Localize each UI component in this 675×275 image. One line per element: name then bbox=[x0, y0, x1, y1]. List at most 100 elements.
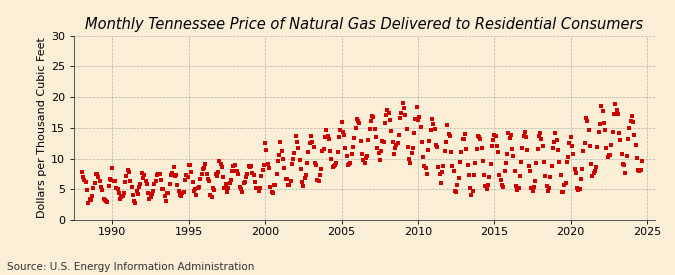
Point bbox=[549, 139, 560, 144]
Point bbox=[232, 169, 242, 173]
Point bbox=[231, 169, 242, 173]
Point bbox=[338, 130, 348, 134]
Point bbox=[412, 118, 423, 122]
Point bbox=[201, 172, 212, 176]
Point bbox=[398, 106, 409, 110]
Point bbox=[236, 187, 246, 191]
Point bbox=[386, 129, 397, 133]
Point bbox=[580, 116, 591, 120]
Point bbox=[331, 161, 342, 165]
Point bbox=[342, 163, 353, 167]
Point bbox=[176, 194, 186, 198]
Point bbox=[587, 173, 598, 178]
Point bbox=[271, 172, 282, 177]
Point bbox=[190, 187, 200, 191]
Point bbox=[299, 176, 310, 180]
Point bbox=[196, 172, 207, 177]
Point bbox=[500, 161, 511, 165]
Point bbox=[601, 145, 612, 150]
Point bbox=[292, 139, 302, 144]
Point bbox=[181, 173, 192, 177]
Point bbox=[220, 182, 231, 186]
Point bbox=[234, 184, 245, 189]
Point bbox=[191, 193, 202, 197]
Point bbox=[483, 183, 493, 188]
Point bbox=[146, 192, 157, 196]
Point bbox=[151, 178, 161, 183]
Point bbox=[490, 134, 501, 138]
Point bbox=[92, 171, 103, 176]
Point bbox=[506, 133, 516, 138]
Point bbox=[284, 183, 295, 187]
Point bbox=[527, 189, 538, 194]
Point bbox=[376, 149, 387, 154]
Point bbox=[434, 172, 445, 176]
Point bbox=[297, 180, 308, 184]
Point bbox=[398, 101, 408, 105]
Point bbox=[429, 127, 440, 132]
Point bbox=[358, 158, 369, 162]
Point bbox=[582, 119, 593, 123]
Text: Source: U.S. Energy Information Administration: Source: U.S. Energy Information Administ… bbox=[7, 262, 254, 272]
Point bbox=[516, 160, 526, 164]
Point bbox=[540, 174, 551, 179]
Point bbox=[84, 196, 95, 201]
Point bbox=[111, 185, 122, 190]
Point bbox=[117, 194, 128, 198]
Point bbox=[461, 147, 472, 152]
Point bbox=[474, 135, 485, 139]
Point bbox=[275, 139, 286, 144]
Point bbox=[543, 189, 554, 193]
Point bbox=[252, 186, 263, 190]
Point bbox=[266, 190, 277, 194]
Point bbox=[360, 155, 371, 160]
Point bbox=[503, 131, 514, 136]
Point bbox=[129, 199, 140, 203]
Point bbox=[485, 161, 496, 166]
Point bbox=[396, 111, 407, 116]
Point bbox=[524, 169, 535, 174]
Point bbox=[207, 194, 217, 199]
Point bbox=[619, 163, 630, 167]
Point bbox=[427, 117, 437, 122]
Point bbox=[134, 185, 144, 189]
Point bbox=[634, 169, 645, 174]
Point bbox=[416, 139, 427, 144]
Point bbox=[126, 185, 137, 189]
Point bbox=[583, 128, 594, 132]
Point bbox=[274, 153, 285, 157]
Point bbox=[579, 141, 590, 145]
Point bbox=[467, 189, 478, 193]
Point bbox=[547, 146, 558, 150]
Point bbox=[125, 179, 136, 183]
Point bbox=[325, 149, 335, 154]
Point bbox=[122, 168, 133, 172]
Point bbox=[521, 134, 532, 139]
Point bbox=[316, 167, 327, 171]
Point bbox=[450, 189, 460, 194]
Point bbox=[418, 155, 429, 159]
Point bbox=[517, 146, 528, 150]
Point bbox=[477, 146, 487, 151]
Point bbox=[568, 152, 578, 156]
Point bbox=[332, 149, 343, 154]
Point bbox=[277, 157, 288, 161]
Point bbox=[95, 178, 105, 183]
Point bbox=[267, 191, 278, 196]
Point bbox=[494, 173, 505, 177]
Point bbox=[499, 169, 510, 173]
Point bbox=[82, 188, 92, 192]
Point bbox=[523, 164, 534, 168]
Point bbox=[389, 146, 400, 150]
Point bbox=[497, 182, 508, 187]
Point bbox=[383, 111, 394, 115]
Point bbox=[576, 177, 587, 182]
Point bbox=[140, 179, 151, 184]
Point bbox=[288, 157, 298, 161]
Point bbox=[635, 168, 646, 172]
Point bbox=[307, 139, 318, 144]
Point bbox=[612, 112, 623, 117]
Point bbox=[522, 148, 533, 152]
Point bbox=[283, 183, 294, 187]
Point bbox=[385, 117, 396, 122]
